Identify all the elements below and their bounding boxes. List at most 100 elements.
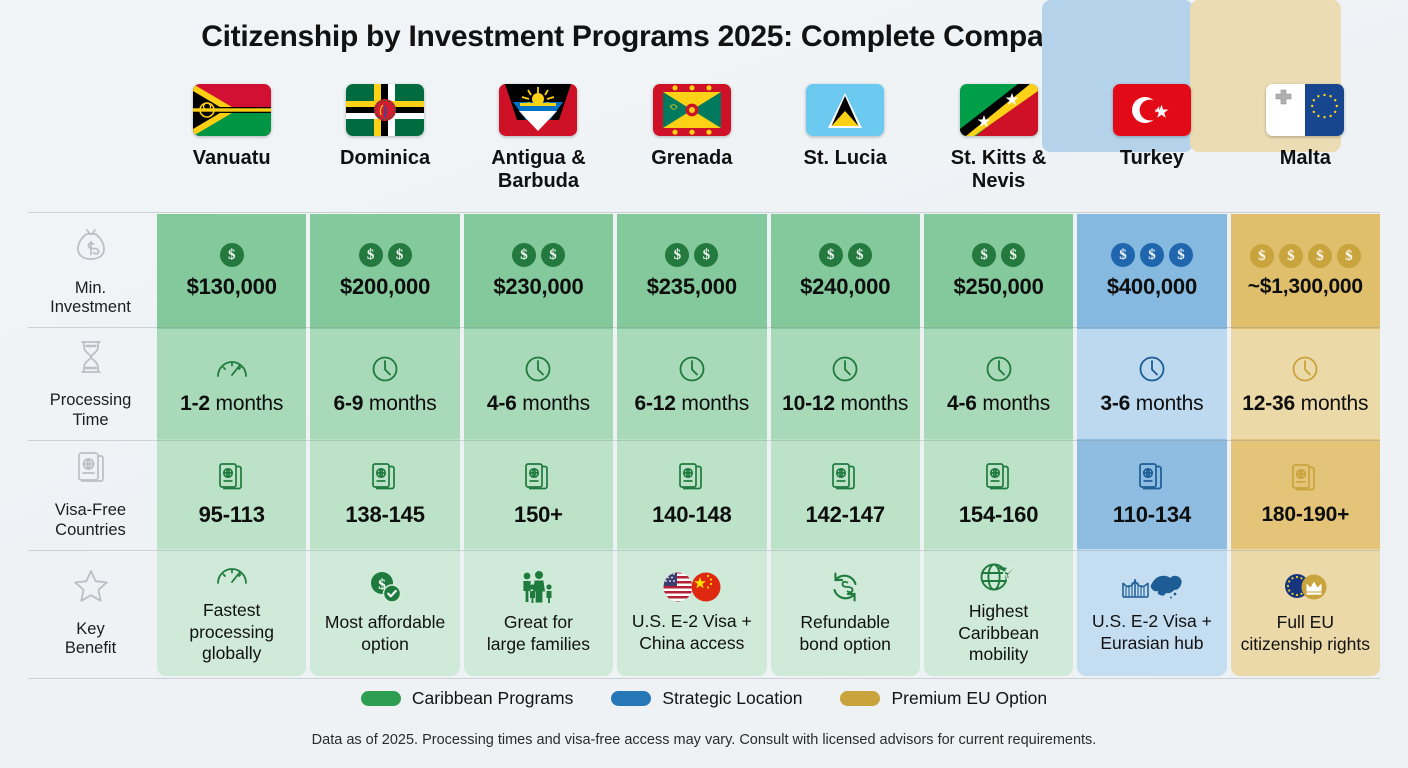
column-header-antigua-barbuda[interactable]: Antigua & Barbuda — [464, 62, 613, 214]
column-header-turkey[interactable]: Turkey — [1077, 62, 1226, 214]
cell-antigua-barbuda-r0[interactable]: $ $ $230,000 — [463, 214, 614, 329]
st-kitts-nevis-flag — [959, 84, 1038, 136]
cell-st-lucia-r0[interactable]: $ $ $240,000 — [770, 214, 920, 329]
cell-grenada-r0[interactable]: $ $ $235,000 — [617, 214, 767, 329]
investment-coins: $ $ — [818, 243, 872, 267]
visa-free-count: 180-190+ — [1261, 502, 1350, 526]
dollar-coin-icon: $ — [972, 243, 997, 267]
cell-antigua-barbuda-r2[interactable]: 150+ — [463, 439, 614, 549]
cell-st-lucia-r2[interactable]: 142-147 — [770, 439, 920, 549]
clock-icon — [522, 353, 554, 385]
speedometer-icon — [215, 353, 249, 385]
column-header-st-kitts-nevis[interactable]: St. Kitts & Nevis — [924, 62, 1073, 214]
investment-coins: $ $ — [665, 243, 719, 267]
cell-vanuatu-r3[interactable]: Fastest processing globally — [157, 549, 307, 676]
dollar-coin-icon: $ — [1110, 243, 1135, 267]
investment-coins: $ $ — [511, 243, 565, 267]
cell-st-kitts-nevis-r3[interactable]: Highest Caribbean mobility — [923, 549, 1074, 676]
cell-st-kitts-nevis-r2[interactable]: 154-160 — [923, 439, 1074, 549]
legend-item-strategic: Strategic Location — [611, 688, 802, 709]
st-lucia-flag — [806, 84, 885, 136]
key-benefit-text: Highest Caribbean mobility — [958, 601, 1039, 665]
family-icon — [518, 570, 558, 604]
star-icon — [71, 566, 111, 612]
comparison-grid: Vanuatu Dominica Antigua & Barbuda Grenada S… — [28, 62, 1380, 682]
passport-icon — [984, 461, 1014, 495]
processing-time-value: 12-36 months — [1242, 391, 1369, 415]
page-title: Citizenship by Investment Programs 2025:… — [201, 20, 1207, 53]
cell-turkey-r0[interactable]: $ $ $ $400,000 — [1077, 214, 1227, 329]
cell-malta-r3[interactable]: Full EU citizenship rights — [1230, 549, 1380, 676]
cell-vanuatu-r0[interactable]: $ $130,000 — [157, 214, 307, 329]
key-benefit-text: Refundable bond option — [799, 611, 891, 654]
cell-turkey-r3[interactable]: U.S. E-2 Visa + Eurasian hub — [1077, 549, 1227, 676]
cell-grenada-r2[interactable]: 140-148 — [617, 439, 767, 549]
vanuatu-flag — [192, 84, 271, 136]
visa-free-count: 142-147 — [805, 501, 886, 527]
cell-vanuatu-r1[interactable]: 1-2 months — [157, 329, 307, 439]
investment-amount: ~$1,300,000 — [1247, 275, 1363, 298]
cell-antigua-barbuda-r1[interactable]: 4-6 months — [463, 329, 614, 439]
bridge-eurasia-icon — [1121, 571, 1183, 603]
dollar-coin-icon: $ — [1336, 244, 1361, 268]
dollar-coin-icon: $ — [1278, 244, 1303, 268]
antigua-barbuda-flag — [499, 84, 578, 136]
row-label-text: Visa-Free Countries — [54, 501, 127, 539]
footnote: Data as of 2025. Processing times and vi… — [311, 732, 1097, 748]
passport-icon — [1290, 462, 1320, 496]
processing-time-value: 6-9 months — [333, 391, 437, 415]
cell-dominica-r3[interactable]: $ Most affordable option — [310, 549, 460, 676]
cell-dominica-r1[interactable]: 6-9 months — [310, 329, 460, 439]
column-header-malta[interactable]: Malta — [1231, 62, 1380, 214]
cell-grenada-r3[interactable]: U.S. E-2 Visa + China access — [617, 549, 767, 676]
column-header-grenada[interactable]: Grenada — [617, 62, 766, 214]
row-label-min-investment: Min. Investment — [28, 214, 153, 329]
svg-text:$: $ — [378, 577, 386, 593]
dollar-coin-icon: $ — [219, 243, 244, 267]
row-label-text: Key Benefit — [64, 619, 117, 658]
column-header-vanuatu[interactable]: Vanuatu — [157, 62, 306, 214]
cell-malta-r2[interactable]: 180-190+ — [1230, 439, 1380, 549]
cell-malta-r0[interactable]: $ $ $ $ ~$1,300,000 — [1230, 214, 1380, 329]
investment-amount: $230,000 — [493, 274, 584, 299]
eu-crown-icon — [1280, 570, 1330, 604]
cell-grenada-r1[interactable]: 6-12 months — [617, 329, 767, 439]
cell-st-lucia-r1[interactable]: 10-12 months — [770, 329, 920, 439]
passport-icon — [1137, 461, 1167, 495]
column-header-st-lucia[interactable]: St. Lucia — [771, 62, 920, 214]
clock-icon — [369, 353, 401, 385]
key-benefit-text: Fastest processing globally — [189, 600, 274, 664]
clock-icon — [1289, 353, 1321, 385]
visa-free-count: 140-148 — [652, 501, 732, 527]
country-name: St. Kitts & Nevis — [950, 147, 1047, 192]
cell-dominica-r2[interactable]: 138-145 — [310, 439, 460, 549]
cell-dominica-r0[interactable]: $ $ $200,000 — [310, 214, 460, 329]
cell-turkey-r1[interactable]: 3-6 months — [1077, 329, 1227, 439]
investment-coins: $ $ $ $ — [1249, 244, 1361, 268]
refund-cycle-icon — [828, 570, 862, 604]
legend-swatch — [611, 691, 652, 706]
dollar-check-icon: $ — [368, 570, 402, 604]
cell-antigua-barbuda-r3[interactable]: Great for large families — [463, 549, 614, 676]
row-label-text: Min. Investment — [50, 278, 131, 317]
key-benefit-text: U.S. E-2 Visa + China access — [631, 610, 752, 653]
country-name: Vanuatu — [192, 147, 271, 169]
processing-time-value: 3-6 months — [1100, 391, 1204, 415]
processing-time-value: 4-6 months — [947, 391, 1051, 415]
column-header-dominica[interactable]: Dominica — [310, 62, 459, 214]
cell-vanuatu-r2[interactable]: 95-113 — [157, 439, 307, 549]
cell-turkey-r2[interactable]: 110-134 — [1077, 439, 1227, 549]
cell-st-lucia-r3[interactable]: Refundable bond option — [770, 549, 920, 676]
visa-free-count: 154-160 — [958, 501, 1039, 527]
investment-coins: $ $ $ — [1110, 243, 1193, 267]
key-benefit-text: U.S. E-2 Visa + Eurasian hub — [1092, 610, 1212, 653]
cell-st-kitts-nevis-r0[interactable]: $ $ $250,000 — [923, 214, 1074, 329]
clock-icon — [829, 353, 861, 385]
passport-icon — [71, 447, 111, 493]
cell-st-kitts-nevis-r1[interactable]: 4-6 months — [923, 329, 1074, 439]
dominica-flag — [346, 84, 425, 136]
legend-label: Premium EU Option — [891, 688, 1048, 708]
cell-malta-r1[interactable]: 12-36 months — [1230, 329, 1380, 439]
turkey-flag — [1112, 84, 1191, 136]
